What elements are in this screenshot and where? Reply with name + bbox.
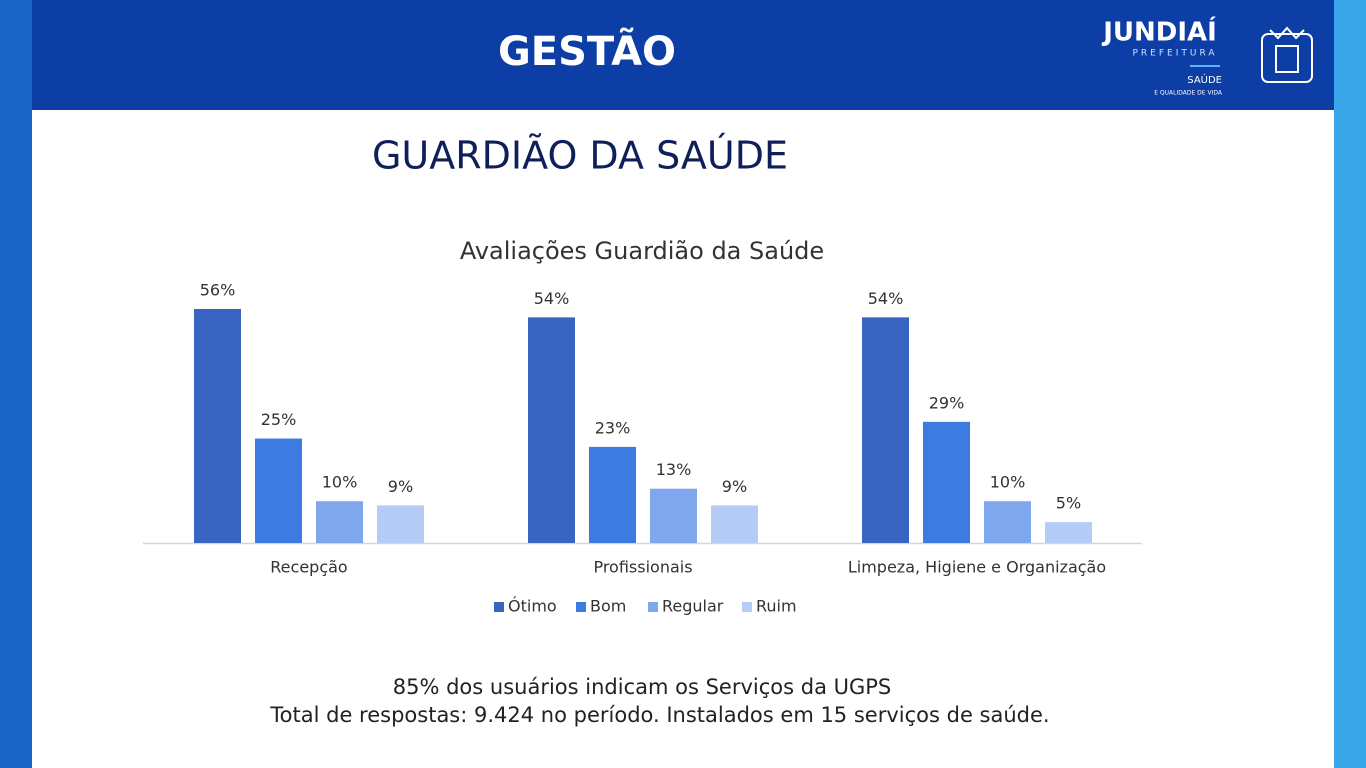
x-tick-label: Recepção — [270, 558, 347, 577]
legend-label: Regular — [662, 597, 724, 616]
bar — [589, 446, 636, 543]
data-label: 10% — [990, 473, 1026, 492]
legend-swatch — [494, 602, 504, 612]
bar — [377, 505, 424, 543]
bar — [316, 501, 363, 543]
data-label: 23% — [595, 418, 631, 437]
logo-dept-sub: E QUALIDADE DE VIDA — [1154, 90, 1223, 97]
bar — [923, 421, 970, 543]
logo-name: JUNDIAÍ — [1101, 16, 1217, 48]
header-title: GESTÃO — [498, 26, 676, 75]
bar — [255, 438, 302, 543]
data-label: 9% — [722, 477, 747, 496]
bar — [711, 505, 758, 543]
bar — [1045, 522, 1092, 543]
data-label: 29% — [929, 393, 965, 412]
legend-label: Ruim — [756, 597, 797, 616]
legend-swatch — [742, 602, 752, 612]
bar — [862, 317, 909, 543]
header-bar — [32, 0, 1334, 110]
data-label: 54% — [868, 289, 904, 308]
legend-label: Ótimo — [508, 597, 557, 616]
crest — [1261, 26, 1313, 83]
logo-subtitle: PREFEITURA — [1132, 49, 1217, 59]
chart-title: Avaliações Guardião da Saúde — [460, 237, 824, 265]
legend-swatch — [576, 602, 586, 612]
slide-title: GUARDIÃO DA SAÚDE — [372, 134, 788, 178]
x-tick-label: Limpeza, Higiene e Organização — [848, 558, 1106, 577]
bar — [984, 501, 1031, 543]
data-label: 9% — [388, 477, 413, 496]
data-label: 56% — [200, 281, 236, 300]
footer-line: Total de respostas: 9.424 no período. In… — [269, 703, 1049, 727]
legend-swatch — [648, 602, 658, 612]
data-label: 5% — [1056, 494, 1081, 513]
data-label: 13% — [656, 460, 692, 479]
data-label: 25% — [261, 410, 297, 429]
bar — [528, 317, 575, 543]
data-label: 54% — [534, 289, 570, 308]
legend-label: Bom — [590, 597, 626, 616]
logo-dept: SAÚDE — [1187, 73, 1222, 86]
x-tick-label: Profissionais — [593, 558, 692, 577]
bar — [194, 309, 241, 543]
bar — [650, 488, 697, 543]
panel — [32, 0, 1334, 768]
data-label: 10% — [322, 473, 358, 492]
footer-line: 85% dos usuários indicam os Serviços da … — [393, 675, 892, 699]
